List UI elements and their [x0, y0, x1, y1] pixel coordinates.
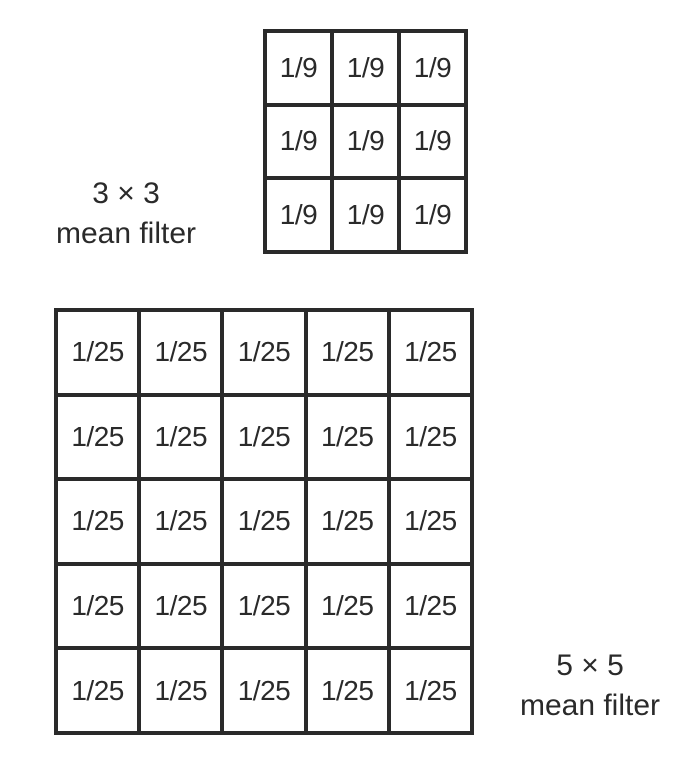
kernel-cell: 1/9	[265, 178, 332, 252]
kernel-cell: 1/25	[388, 394, 472, 480]
kernel-cell: 1/25	[388, 563, 472, 649]
kernel-cell: 1/9	[265, 104, 332, 179]
kernel-cell: 1/25	[222, 479, 306, 564]
kernel-cell: 1/25	[222, 394, 306, 480]
kernel-cell: 1/9	[332, 104, 399, 179]
kernel-cell: 1/9	[399, 31, 466, 105]
kernel-cell: 1/25	[56, 479, 140, 564]
kernel-cell: 1/9	[399, 178, 466, 252]
kernel-cell: 1/25	[139, 479, 223, 564]
kernel-cell: 1/9	[332, 178, 399, 252]
kernel-cell: 1/25	[305, 648, 389, 733]
kernel-cell: 1/25	[222, 310, 306, 395]
kernel-cell: 1/25	[139, 310, 223, 395]
kernel-cell: 1/25	[305, 394, 389, 480]
kernel-cell: 1/9	[265, 31, 332, 105]
kernel-cell: 1/25	[139, 648, 223, 733]
filter-name-text: mean filter	[519, 689, 661, 722]
kernel-cell: 1/25	[388, 310, 472, 395]
kernel-cell: 1/25	[388, 648, 472, 733]
kernel-cell: 1/25	[305, 310, 389, 395]
kernel-cell: 1/25	[56, 648, 140, 733]
kernel-cell: 1/25	[56, 563, 140, 649]
kernel-cell: 1/25	[305, 563, 389, 649]
kernel-cell: 1/25	[305, 479, 389, 564]
mean-filter-5x5-grid: 1/25 1/25 1/25 1/25 1/25 1/25 1/25 1/25 …	[54, 308, 474, 735]
mean-filter-3x3-label: 3 × 3 mean filter	[36, 174, 216, 254]
kernel-cell: 1/9	[332, 31, 399, 105]
kernel-cell: 1/25	[139, 394, 223, 480]
kernel-cell: 1/25	[222, 563, 306, 649]
filter-size-text: 5 × 5	[556, 649, 624, 682]
kernel-cell: 1/25	[56, 310, 140, 395]
kernel-cell: 1/25	[388, 479, 472, 564]
mean-filter-5x5-label: 5 × 5 mean filter	[500, 646, 680, 726]
kernel-cell: 1/25	[222, 648, 306, 733]
filter-size-text: 3 × 3	[92, 177, 160, 210]
mean-filter-3x3-grid: 1/9 1/9 1/9 1/9 1/9 1/9 1/9 1/9 1/9	[263, 29, 468, 254]
filter-name-text: mean filter	[55, 217, 197, 250]
kernel-cell: 1/25	[139, 563, 223, 649]
kernel-cell: 1/9	[399, 104, 466, 179]
kernel-cell: 1/25	[56, 394, 140, 480]
